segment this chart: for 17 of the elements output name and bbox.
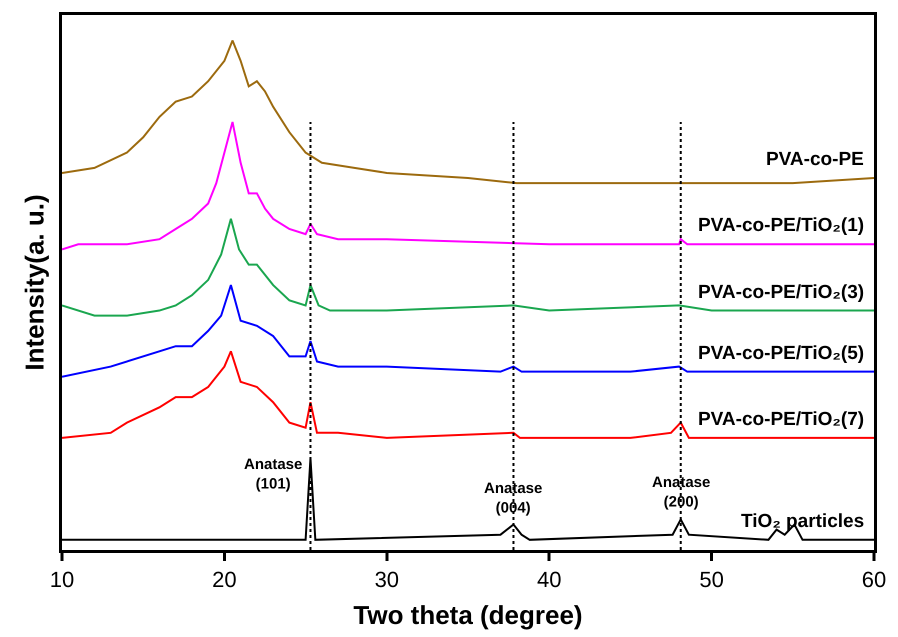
x-tick-label: 40 — [536, 567, 562, 592]
x-tick-label: 50 — [699, 567, 724, 592]
annotation: Anatase (004) — [484, 480, 542, 516]
series-label: PVA-co-PE/TiO₂(1) — [698, 215, 864, 236]
series-label: PVA-co-PE/TiO₂(5) — [698, 343, 864, 364]
x-tick-label: 10 — [50, 567, 74, 592]
annotation: Anatase (200) — [652, 474, 710, 510]
series-label: PVA-co-PE/TiO₂(7) — [698, 409, 864, 430]
x-tick-label: 20 — [212, 567, 237, 592]
x-tick-label: 60 — [862, 567, 886, 592]
x-axis-title: Two theta (degree) — [353, 600, 583, 630]
annotation: Anatase (101) — [244, 456, 302, 492]
series-label: PVA-co-PE — [766, 149, 864, 170]
series-label: PVA-co-PE/TiO₂(3) — [698, 282, 864, 303]
y-axis-title: Intensity(a. u.) — [20, 194, 50, 371]
series-label: TiO₂ particles — [741, 511, 864, 532]
x-tick-label: 30 — [374, 567, 400, 592]
